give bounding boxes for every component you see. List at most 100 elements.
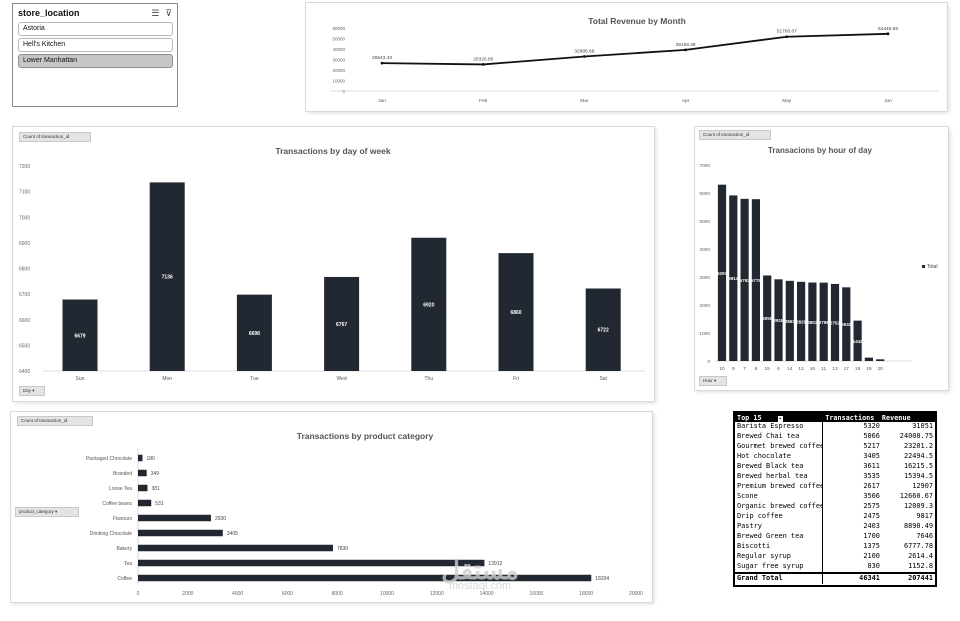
- product-cell: Biscotti: [737, 542, 771, 551]
- bar: [62, 299, 98, 371]
- filter-dropdown-icon[interactable]: ▾: [777, 415, 783, 422]
- product-cell: Brewed herbal tea: [737, 472, 808, 481]
- product-cell: Barista Espresso: [737, 422, 804, 431]
- data-label: 2752: [830, 320, 841, 325]
- table-row: Regular syrup 2100 2614.4: [735, 552, 935, 562]
- grand-total-transactions: 46341: [822, 572, 882, 584]
- product-category-field-button[interactable]: product_category ▾: [15, 507, 79, 517]
- y-tick-label: 3000: [699, 275, 710, 281]
- revenue-cell: 12907: [912, 482, 933, 491]
- watermark-url: mostaql.com: [448, 580, 512, 592]
- data-label: 349: [151, 471, 160, 477]
- x-tick-label: 10000: [380, 591, 394, 597]
- slicer-item-lower-manhattan[interactable]: Lower Manhattan: [18, 54, 173, 68]
- y-tick-label: 6900: [19, 241, 30, 247]
- revenue-cell: 2614.4: [908, 552, 933, 561]
- multi-select-icon[interactable]: ☰: [151, 7, 160, 18]
- product-cell: Brewed Chai tea: [737, 432, 800, 441]
- watermark-logo: مستقل mostaql.com: [405, 555, 555, 592]
- bar: [774, 279, 783, 361]
- product-cell: Pastry: [737, 522, 762, 531]
- data-label: 25320.05: [473, 56, 493, 62]
- transactions-cell: 2575: [822, 502, 882, 512]
- x-tick-label: 12: [798, 366, 804, 372]
- x-tick-label: 6000: [282, 591, 293, 597]
- data-label: 2863: [785, 319, 796, 324]
- x-tick-label: 7: [743, 366, 746, 372]
- data-label: 18204: [595, 576, 609, 582]
- category-count-field-button[interactable]: Count of transaction_id: [17, 416, 93, 426]
- data-label: 1442: [853, 339, 864, 344]
- x-tick-label: Feb: [479, 98, 488, 104]
- hour-bar-chart: Transacions by hour of day 0 1000 2000 3000 4…: [699, 146, 937, 372]
- bar: [864, 357, 873, 361]
- y-tick-label: 6700: [19, 292, 30, 298]
- y-tick-label: 5000: [699, 219, 710, 225]
- y-tick-label: 6800: [19, 267, 30, 273]
- y-tick-label: Coffee: [117, 576, 132, 582]
- y-tick-label: 4000: [699, 247, 710, 253]
- hour-field-button[interactable]: Hour ▾: [699, 376, 727, 386]
- product-cell: Hot chocolate: [737, 452, 791, 461]
- x-tick-label: Thu: [424, 376, 433, 382]
- day-field-button[interactable]: Day ▾: [19, 386, 45, 396]
- y-tick-label: 30000: [332, 58, 345, 63]
- bar: [138, 499, 152, 507]
- y-tick-label: Bakery: [116, 546, 132, 552]
- dow-count-field-button[interactable]: Count of transaction_id: [19, 132, 91, 142]
- bar: [830, 283, 840, 361]
- y-tick-label: 2000: [699, 303, 710, 309]
- revenue-cell: 12009.3: [903, 502, 933, 511]
- chart-title: Transacions by hour of day: [768, 146, 873, 155]
- y-tick-label: 0: [342, 89, 345, 94]
- transactions-cell: 2617: [822, 482, 882, 492]
- legend-swatch: [922, 265, 925, 268]
- hour-chart-panel: Transacions by hour of day 0 1000 2000 3000 4…: [695, 127, 948, 390]
- bar: [138, 469, 147, 477]
- x-tick-label: 2000: [182, 591, 193, 597]
- revenue-cell: 31051: [912, 422, 933, 431]
- x-tick-label: Sun: [76, 376, 85, 382]
- product-cell: Drip coffee: [737, 512, 783, 521]
- revenue-cell: 6777.78: [903, 542, 933, 551]
- slicer-title: store_location: [18, 8, 80, 18]
- revenue-cell: 8890.49: [903, 522, 933, 531]
- top15-header-transactions: Transactions: [822, 413, 882, 422]
- x-tick-label: 0: [137, 591, 140, 597]
- y-tick-label: 6400: [19, 369, 30, 375]
- revenue-cell: 9817: [916, 512, 933, 521]
- hour-count-field-button[interactable]: Count of transaction_id: [699, 130, 771, 140]
- data-label: 2632: [841, 322, 852, 327]
- table-row: Biscotti 1375 6777.78: [735, 542, 935, 552]
- bar: [324, 276, 360, 371]
- slicer-item-astoria[interactable]: Astoria: [18, 22, 173, 36]
- bar: [138, 574, 592, 582]
- y-tick-label: 6500: [19, 343, 30, 349]
- grand-total-row: Grand Total 46341 207441: [735, 572, 935, 584]
- revenue-cell: 16215.5: [903, 462, 933, 471]
- dow-chart-panel: Transactions by day of week 6400 6500 6600 6…: [13, 127, 654, 401]
- y-tick-label: 40000: [332, 47, 345, 52]
- transactions-cell: 2403: [822, 522, 882, 532]
- y-tick-label: Packaged Chocolate: [86, 456, 132, 462]
- slicer-item-hells-kitchen[interactable]: Hell's Kitchen: [18, 38, 173, 52]
- store-location-slicer: store_location ☰ ⊽ Astoria Hell's Kitche…: [12, 3, 178, 107]
- top15-header-product[interactable]: Top 15 ▾: [735, 413, 823, 422]
- data-label: 2829: [796, 319, 807, 324]
- watermark-text: مستقل: [441, 555, 519, 585]
- clear-filter-icon[interactable]: ⊽: [165, 7, 172, 18]
- table-row: Scone 3506 12660.67: [735, 492, 935, 502]
- top15-header-revenue: Revenue: [881, 413, 935, 422]
- y-tick-label: 7000: [19, 215, 30, 221]
- x-tick-label: 6: [777, 366, 780, 372]
- table-row: Premium brewed coffee 2617 12907: [735, 482, 935, 492]
- product-cell: Regular syrup: [737, 552, 791, 561]
- table-row: Hot chocolate 3405 22494.5: [735, 452, 935, 462]
- transactions-cell: 5320: [822, 422, 882, 432]
- data-label: 7830: [337, 546, 348, 552]
- bar: [138, 529, 223, 537]
- x-tick-label: 8000: [332, 591, 343, 597]
- top15-header-label: Top 15: [737, 413, 762, 422]
- revenue-cell: 7646: [916, 532, 933, 541]
- category-bar-chart: Transactions by product category 0 2000 400…: [86, 431, 643, 597]
